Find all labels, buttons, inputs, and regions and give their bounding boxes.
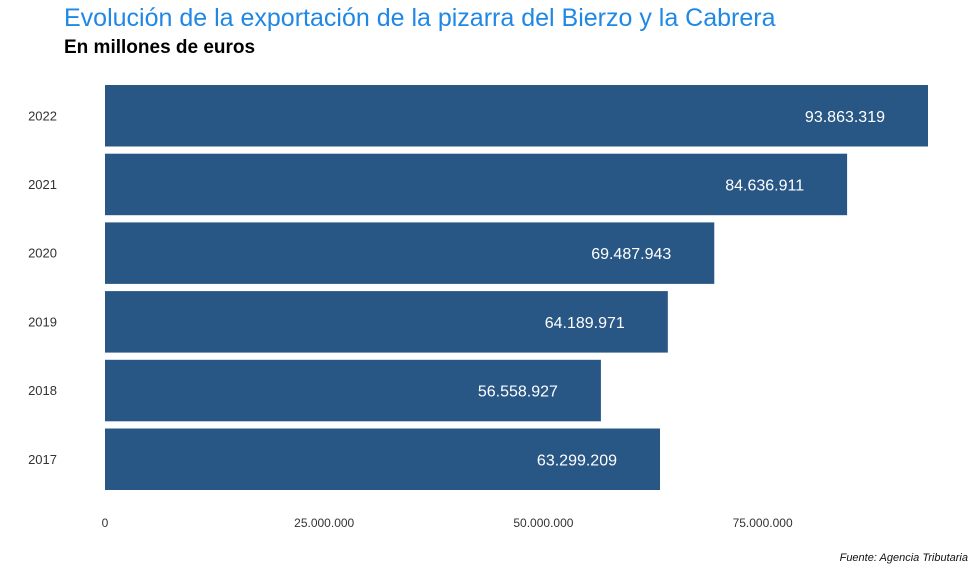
category-label-2021: 2021 — [28, 177, 57, 192]
category-label-2020: 2020 — [28, 246, 57, 261]
category-label-2022: 2022 — [28, 108, 57, 123]
value-label-2017: 63.299.209 — [537, 452, 617, 469]
bar-2021 — [105, 153, 848, 216]
category-label-2017: 2017 — [28, 452, 57, 467]
bar-2019 — [105, 291, 668, 353]
value-label-2021: 84.636.911 — [725, 177, 804, 194]
x-tick-label: 75.000.000 — [733, 516, 793, 530]
chart-title: Evolución de la exportación de la pizarr… — [64, 4, 776, 32]
value-label-2022: 93.863.319 — [805, 109, 885, 126]
value-label-2020: 69.487.943 — [591, 246, 671, 263]
value-label-2019: 64.189.971 — [545, 315, 625, 332]
bar-2020 — [105, 222, 715, 284]
bar-2018 — [105, 359, 601, 422]
bar-2017 — [105, 428, 661, 490]
category-label-2018: 2018 — [28, 383, 57, 398]
x-tick-label: 25.000.000 — [294, 516, 354, 530]
x-tick-label: 50.000.000 — [513, 516, 573, 530]
x-tick-label: 0 — [102, 516, 109, 530]
bar-2022 — [105, 85, 928, 147]
value-label-2018: 56.558.927 — [478, 384, 558, 401]
category-label-2019: 2019 — [28, 314, 57, 329]
chart-subtitle: En millones de euros — [64, 37, 256, 58]
source-note: Fuente: Agencia Tributaria — [839, 552, 968, 564]
